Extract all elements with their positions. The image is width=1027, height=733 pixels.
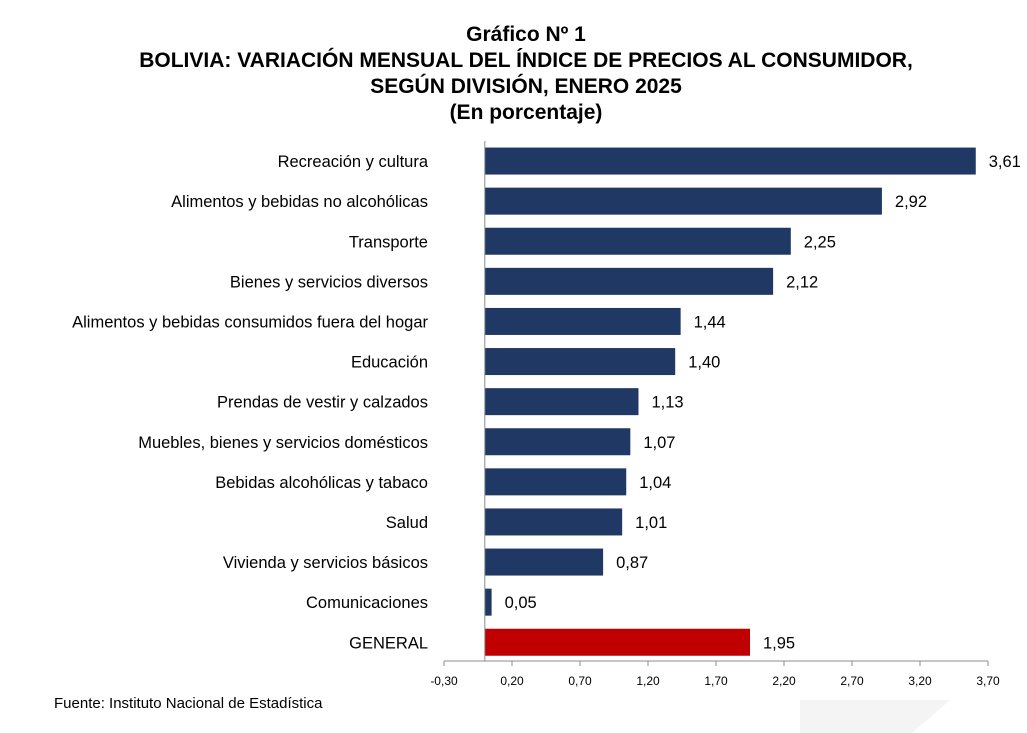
data-label: 0,05	[505, 594, 537, 612]
x-tick-label: -0,30	[430, 674, 458, 688]
bar	[484, 267, 774, 295]
x-tick-label: 0,20	[500, 674, 524, 688]
category-label: Vivienda y servicios básicos	[223, 554, 428, 572]
chart-subtitle: SEGÚN DIVISIÓN, ENERO 2025	[370, 75, 682, 98]
data-label: 1,40	[688, 354, 720, 372]
category-label: Prendas de vestir y calzados	[217, 394, 428, 412]
data-label: 1,07	[643, 434, 675, 452]
data-label: 1,13	[651, 394, 683, 412]
category-label: GENERAL	[349, 634, 428, 652]
data-label: 2,92	[895, 193, 927, 211]
bar	[484, 147, 976, 175]
data-label: 0,87	[616, 554, 648, 572]
source-note: Fuente: Instituto Nacional de Estadístic…	[54, 695, 323, 712]
bar-chart: Recreación y cultura 3,61 Alimentos y bebi…	[72, 141, 1021, 688]
category-label: Transporte	[349, 233, 428, 251]
bar	[484, 187, 882, 215]
chart-units: (En porcentaje)	[449, 101, 603, 124]
data-label: 2,12	[786, 273, 818, 291]
bar	[484, 508, 623, 536]
chart-main-title: BOLIVIA: VARIACIÓN MENSUAL DEL ÍNDICE DE…	[139, 49, 913, 72]
category-label: Comunicaciones	[306, 594, 428, 612]
chart-title-block: Gráfico Nº 1 BOLIVIA: VARIACIÓN MENSUAL …	[0, 22, 1027, 126]
x-tick-label: 1,70	[704, 674, 728, 688]
x-tick-label: 2,20	[772, 674, 796, 688]
bar	[484, 227, 791, 255]
bar	[484, 307, 681, 335]
data-label: 3,61	[989, 153, 1021, 171]
category-label: Bienes y servicios diversos	[230, 273, 428, 291]
x-tick-label: 2,70	[840, 674, 864, 688]
x-tick-label: 3,20	[908, 674, 932, 688]
category-label: Alimentos y bebidas consumidos fuera del…	[72, 313, 428, 331]
bar	[484, 428, 631, 456]
category-label: Salud	[386, 514, 428, 532]
decorative-corner-shape	[800, 700, 950, 733]
category-label: Alimentos y bebidas no alcohólicas	[171, 193, 428, 211]
data-label: 1,95	[763, 634, 795, 652]
data-label: 1,01	[635, 514, 667, 532]
bar	[484, 588, 492, 616]
bar	[484, 548, 604, 576]
bar	[484, 388, 639, 416]
x-tick-label: 1,20	[636, 674, 660, 688]
data-label: 1,44	[694, 313, 726, 331]
category-label: Muebles, bienes y servicios domésticos	[138, 434, 428, 452]
category-label: Educación	[351, 354, 428, 372]
bar	[484, 468, 627, 496]
category-label: Recreación y cultura	[278, 153, 429, 171]
bar	[484, 628, 750, 656]
chart-number-title: Gráfico Nº 1	[466, 23, 586, 46]
data-label: 2,25	[804, 233, 836, 251]
bar	[484, 348, 676, 376]
x-tick-label: 3,70	[976, 674, 1000, 688]
category-label: Bebidas alcohólicas y tabaco	[215, 474, 428, 492]
data-label: 1,04	[639, 474, 671, 492]
x-tick-label: 0,70	[568, 674, 592, 688]
